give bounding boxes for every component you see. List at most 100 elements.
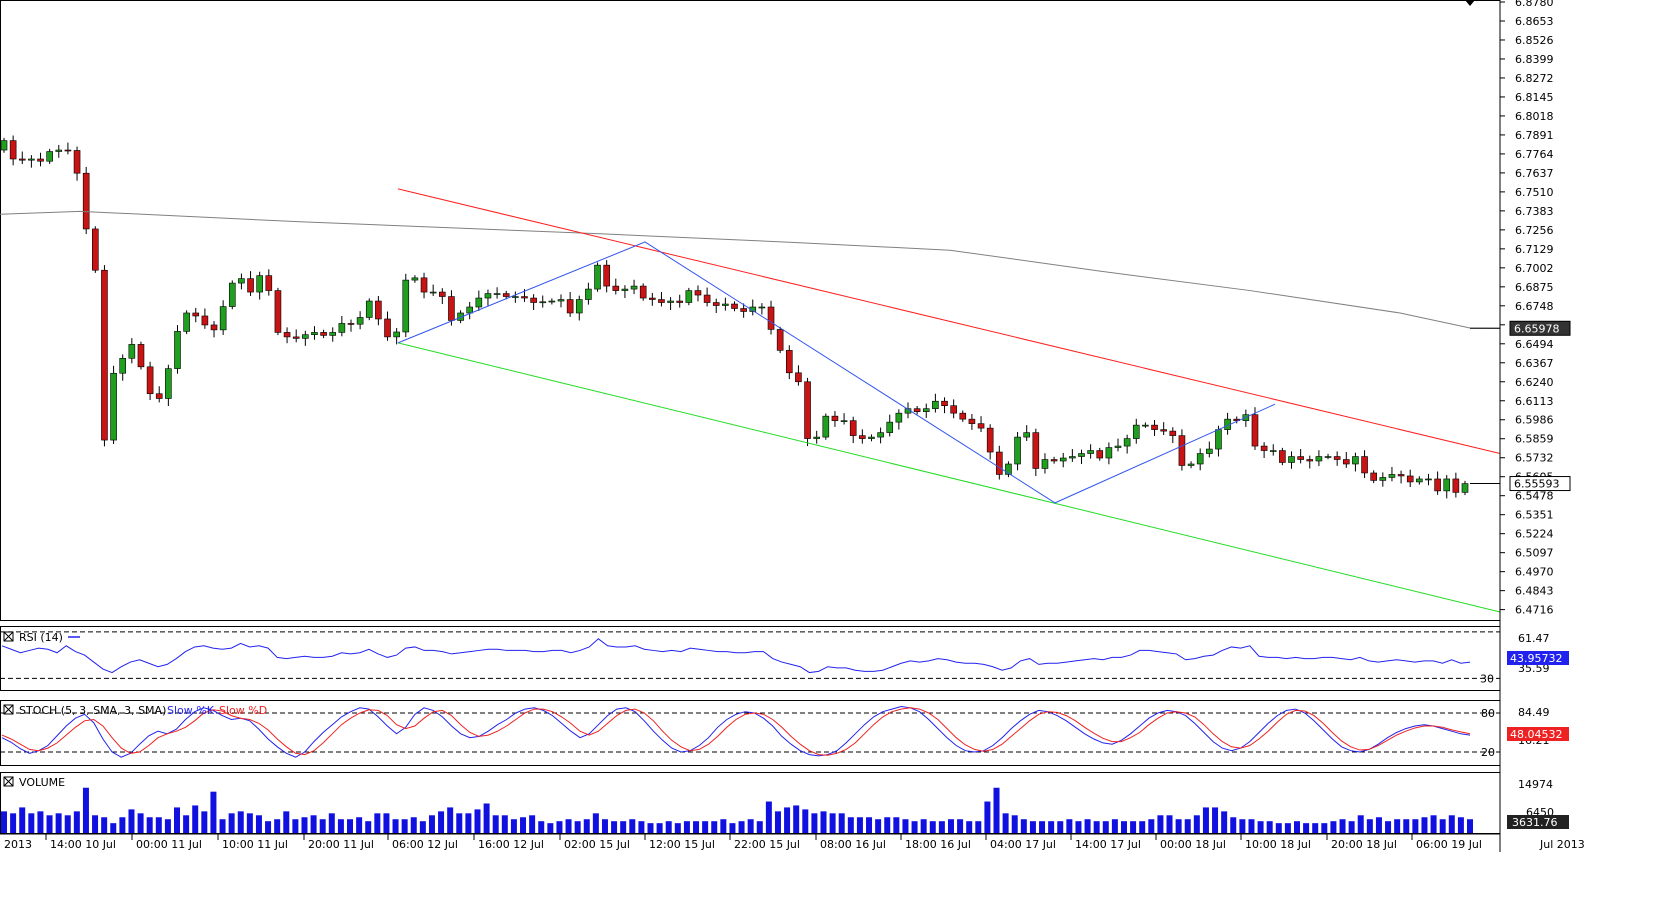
panel-toggle-icon-mark (3, 631, 14, 642)
candle-body (941, 400, 948, 406)
candle-body (493, 293, 501, 295)
volume-bar (601, 819, 608, 833)
volume-bar (1467, 819, 1473, 833)
volume-bar (1111, 819, 1118, 833)
candle-body (183, 312, 190, 332)
candle-body (932, 400, 939, 409)
candle-body (630, 285, 638, 290)
candle-body (1260, 445, 1268, 451)
candle-body (594, 264, 601, 290)
candle-body (37, 158, 44, 162)
candle-body (238, 278, 245, 284)
volume-bar (893, 817, 900, 833)
candle-body (1059, 457, 1067, 462)
candle-body (311, 332, 318, 335)
candle-body (0, 140, 8, 151)
volume-bar (1048, 821, 1055, 833)
candle-body (247, 278, 254, 293)
candle-body (137, 344, 145, 368)
volume-bar (383, 813, 390, 833)
price-tick-label: 6.4843 (1515, 585, 1554, 598)
volume-bar (1330, 821, 1337, 833)
candle-body (1178, 435, 1186, 466)
volume-bar (556, 821, 563, 833)
price-tick-label: 6.6494 (1515, 338, 1554, 351)
candle-body (1288, 456, 1295, 463)
volume-bar (73, 811, 80, 833)
volume-bar (1421, 817, 1428, 833)
volume-bar (1248, 819, 1255, 833)
volume-bar (747, 819, 754, 833)
rsi-title: RSI (14) (19, 631, 63, 644)
candle-body (256, 275, 263, 293)
volume-bar (1093, 821, 1100, 833)
candle-body (1169, 430, 1177, 436)
volume-bar (1193, 815, 1200, 833)
price-tick-label: 6.7002 (1515, 262, 1554, 275)
price-tick-label: 6.6240 (1515, 376, 1554, 389)
volume-bar (1385, 821, 1392, 833)
volume-bar (574, 821, 581, 833)
volume-bar (92, 815, 99, 833)
candle-body (712, 302, 720, 306)
volume-bar (693, 821, 700, 833)
volume-bar (1230, 817, 1237, 833)
price-tick-label: 6.7764 (1515, 148, 1554, 161)
price-tick-label: 6.5478 (1515, 490, 1554, 503)
candle-body (1279, 450, 1286, 463)
volume-bar (520, 817, 527, 833)
last-price-label-box (1509, 476, 1571, 492)
rsi-value-label: 43.95732 (1510, 652, 1563, 665)
volume-bar (28, 813, 35, 833)
candle-body (365, 300, 373, 318)
volume-tick-label: 14974 (1518, 778, 1553, 791)
candle-body (228, 282, 236, 307)
candle-body (174, 331, 181, 369)
candle-body (1315, 456, 1323, 462)
price-tick-label: 6.6113 (1515, 395, 1554, 408)
candle-body (1215, 429, 1222, 450)
candle-body (539, 301, 547, 304)
candle-body (585, 288, 592, 300)
volume-bar (428, 815, 435, 833)
candle-body (959, 412, 967, 420)
candle-body (283, 332, 291, 338)
candle-body (913, 408, 921, 412)
candle-body (1078, 453, 1085, 457)
rsi-value-box (1507, 651, 1569, 665)
volume-bar (647, 823, 654, 833)
candle-body (667, 300, 674, 303)
volume-bar (128, 809, 135, 833)
volume-bar (1275, 823, 1282, 833)
stoch-d-line (1, 707, 1471, 756)
volume-bar (902, 819, 909, 833)
volume-bar (37, 811, 44, 833)
volume-bar (820, 811, 827, 833)
volume-bar (137, 813, 144, 833)
candle-body (1406, 475, 1414, 483)
volume-bar (1284, 823, 1291, 833)
candle-body (822, 415, 830, 438)
ma-price-label: 6.65978 (1514, 322, 1560, 335)
rsi-level-label: 30 (1480, 672, 1494, 685)
candle-body (521, 296, 528, 299)
volume-bar (1175, 819, 1182, 833)
rsi-line (1, 638, 1471, 674)
volume-bar (938, 821, 945, 833)
candle-body (548, 300, 556, 303)
candle-body (393, 331, 400, 338)
candle-body (1005, 463, 1012, 475)
volume-bar (966, 821, 973, 833)
candle-body (128, 344, 136, 359)
volume-bar (183, 815, 190, 833)
time-tick-label: 06:00 19 Jul (1416, 838, 1482, 851)
volume-bar (756, 821, 763, 833)
candle-body (795, 372, 802, 383)
volume-bar (465, 813, 472, 833)
volume-bar (1120, 821, 1127, 833)
volume-bar (793, 805, 800, 833)
time-tick-label: 22:00 15 Jul (734, 838, 800, 851)
candle-body (92, 228, 99, 271)
candle-body (292, 336, 300, 339)
